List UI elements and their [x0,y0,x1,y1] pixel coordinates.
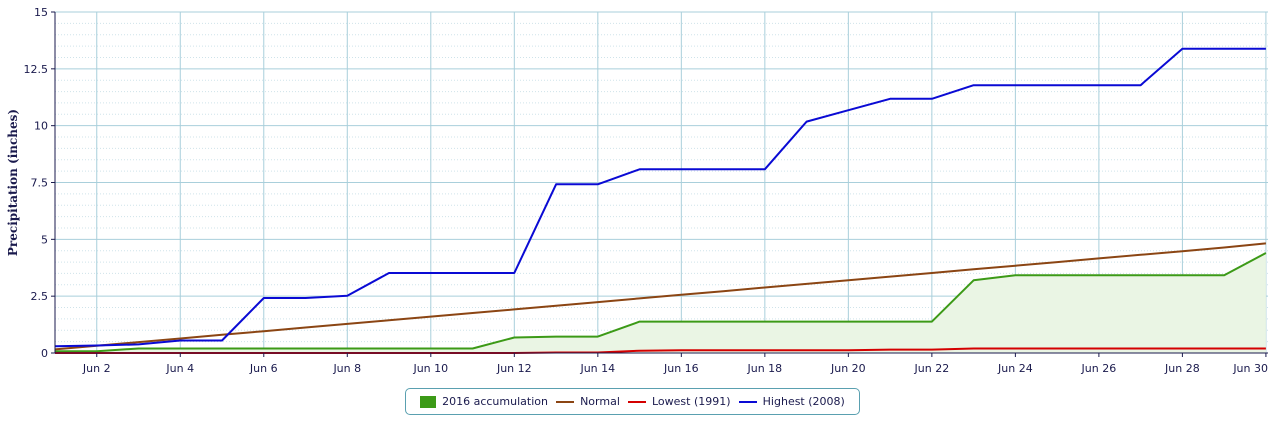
y-tick-label: 5 [41,233,48,246]
legend-swatch [420,395,437,408]
x-tick-label: Jun 28 [1164,362,1200,375]
x-tick-label: Jun 12 [496,362,532,375]
legend-label: 2016 accumulation [442,395,548,408]
x-tick-label: Jun 22 [914,362,950,375]
x-tick-label: Jun 2 [82,362,111,375]
x-tick-label: Jun 6 [249,362,278,375]
x-tick-label: Jun 26 [1081,362,1117,375]
x-tick-label: Jun 4 [165,362,194,375]
precipitation-chart: 0 2.5 5 7.5 10 12.5 15 Jun 2 Jun 4 Jun 6 Jun 8 Jun … [6,6,1268,375]
legend-label: Highest (2008) [762,395,845,408]
x-tick-label: Jun 30 [1232,362,1268,375]
legend-item[interactable]: 2016 accumulation [420,395,548,408]
legend-label: Normal [580,395,620,408]
chart-legend: 2016 accumulation Normal Lowest (1991) High… [405,388,860,415]
x-tick-label: Jun 10 [412,362,448,375]
y-tick-label: 7.5 [31,177,49,190]
y-tick-label: 12.5 [24,63,49,76]
x-tick-label: Jun 18 [747,362,783,375]
x-tick-label: Jun 14 [579,362,615,375]
legend-item[interactable]: Highest (2008) [738,395,845,408]
series-line-3 [54,47,1266,348]
legend-swatch [628,400,646,403]
legend-label: Lowest (1991) [652,395,731,408]
legend-swatch [738,400,757,403]
y-tick-label: 10 [34,120,48,133]
y-tick-label: 15 [34,6,48,19]
x-tick-label: Jun 8 [332,362,361,375]
series-area-0 [55,253,1266,353]
x-tick-label: Jun 20 [830,362,866,375]
y-tick-label: 0 [41,347,48,360]
legend-swatch [556,400,575,403]
series-line-1 [54,242,1266,351]
x-tick-label: Jun 24 [997,362,1033,375]
x-tick-label: Jun 16 [663,362,699,375]
legend-item[interactable]: Normal [556,395,620,408]
legend-item[interactable]: Lowest (1991) [628,395,731,408]
y-tick-label: 2.5 [31,290,49,303]
series-line-0 [55,252,1267,353]
y-axis-title: Precipitation (inches) [6,109,20,256]
